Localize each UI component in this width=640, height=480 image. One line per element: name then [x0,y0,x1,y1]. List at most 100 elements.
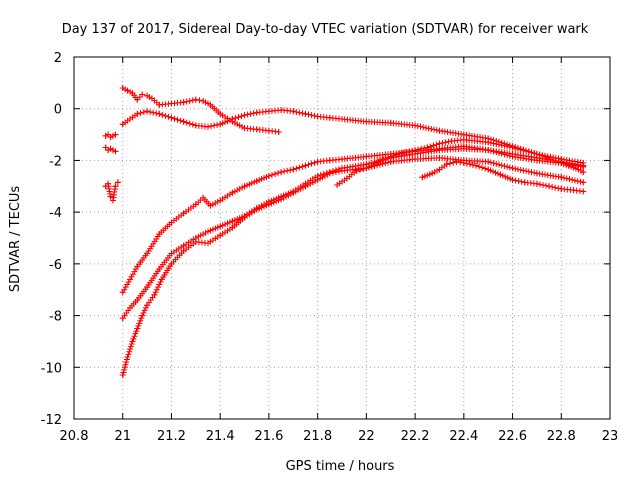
data-point [112,148,119,155]
x-tick-label: 20.8 [60,429,89,444]
data-point [119,121,126,128]
data-point [278,196,285,203]
x-tick-label: 21.6 [254,429,283,444]
data-point [533,150,540,157]
data-point [144,92,151,99]
data-point [241,112,248,119]
data-point [168,219,175,226]
data-point [156,101,163,108]
data-point [119,85,126,92]
data-point [314,113,321,120]
series-track-e [119,107,587,176]
data-point [105,180,112,187]
data-point [290,166,297,173]
data-point [387,158,394,165]
data-point [139,91,146,98]
y-tick-label: -4 [49,206,62,221]
data-point [265,201,272,208]
x-tick-label: 23 [602,429,619,444]
data-point [114,179,121,186]
data-point [134,263,141,270]
data-point [509,144,516,151]
data-point [302,162,309,169]
grid [74,57,610,419]
data-point [156,110,163,117]
data-point [509,150,516,157]
x-tick-label: 22.2 [401,429,430,444]
data-point [124,87,131,94]
data-point [109,197,116,204]
y-axis-label: SDTVAR / TECUs [8,186,23,293]
x-tick-label: 21.8 [303,429,332,444]
data-point [580,188,587,195]
data-point [112,183,119,190]
data-point [229,116,236,123]
data-point [334,181,341,188]
data-point [533,170,540,177]
data-point [485,147,492,154]
data-point [424,144,431,151]
data-point [253,206,260,213]
data-point [375,158,382,165]
data-point [107,193,114,200]
data-point [453,158,460,165]
data-point [156,231,163,238]
data-point [168,100,175,107]
series-track-b [102,144,119,155]
data-point [127,116,134,123]
data-point [412,156,419,163]
data-point [200,97,207,104]
data-point [443,161,450,168]
data-point [207,202,214,209]
data-point [127,304,134,311]
data-point [558,174,565,181]
data-point [200,194,207,201]
data-point [241,125,248,132]
data-point [278,169,285,176]
data-point [156,266,163,273]
data-point [436,166,443,173]
data-point [127,276,134,283]
data-point [112,131,119,138]
x-tick-label: 22.4 [449,429,478,444]
data-point [429,170,436,177]
data-point [436,154,443,161]
data-point [473,162,479,169]
data-point [363,118,370,125]
data-point [192,96,199,103]
data-point [339,116,345,123]
data-point [205,123,211,130]
series-markers [119,154,587,379]
data-point [314,158,321,165]
axis-ticks: 20.8 21 21.2 21.4 21.6 21.8 22 22.2 22.4 22.6 22.8… [41,51,619,444]
data-point [144,302,151,309]
data-point [509,176,516,183]
data-point [326,170,333,177]
data-point [148,95,155,102]
x-tick-label: 21 [114,429,131,444]
data-point [399,149,406,156]
data-series [102,85,587,379]
data-point [229,224,236,231]
data-point [168,250,175,257]
data-point [575,166,582,173]
y-tick-label: -6 [49,258,62,273]
data-point [387,119,394,126]
data-point [387,153,394,160]
data-point [217,110,224,117]
data-point [533,180,540,187]
data-point [180,242,187,249]
data-point [119,315,126,322]
y-tick-label: -8 [49,310,62,325]
data-point [180,210,187,217]
data-point [134,325,141,332]
data-point [339,156,345,163]
x-tick-label: 22.6 [498,429,527,444]
data-point [558,185,565,192]
data-point [546,183,553,190]
data-point [217,232,224,239]
data-point [144,250,151,257]
data-point [241,214,248,221]
data-point [180,118,187,125]
